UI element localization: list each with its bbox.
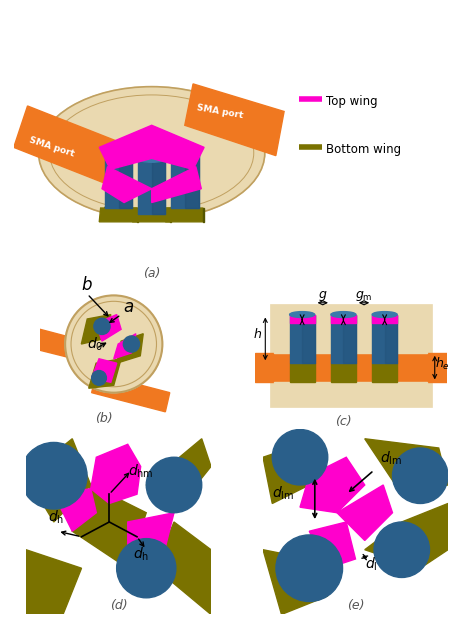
Text: (e): (e) <box>347 599 364 612</box>
Polygon shape <box>343 315 356 363</box>
Circle shape <box>276 535 343 601</box>
Polygon shape <box>99 208 138 222</box>
Polygon shape <box>263 550 328 614</box>
Polygon shape <box>290 315 315 324</box>
Text: $d_{\mathrm{lm}}$: $d_{\mathrm{lm}}$ <box>380 450 402 467</box>
Ellipse shape <box>171 149 199 157</box>
Polygon shape <box>155 522 211 614</box>
Ellipse shape <box>38 87 265 219</box>
Polygon shape <box>185 84 284 155</box>
Text: $g_{\mathrm{m}}$: $g_{\mathrm{m}}$ <box>355 289 373 303</box>
Ellipse shape <box>171 204 199 212</box>
Text: $a$: $a$ <box>123 298 134 315</box>
Ellipse shape <box>105 204 132 212</box>
Ellipse shape <box>290 312 315 317</box>
Polygon shape <box>171 153 199 208</box>
Polygon shape <box>185 153 199 208</box>
Polygon shape <box>165 208 204 222</box>
Polygon shape <box>14 106 118 183</box>
Polygon shape <box>203 208 204 222</box>
Polygon shape <box>372 315 397 324</box>
Polygon shape <box>105 153 132 208</box>
Ellipse shape <box>331 312 356 317</box>
Text: SMA port: SMA port <box>27 136 75 159</box>
Text: Bottom wing: Bottom wing <box>326 143 401 156</box>
Polygon shape <box>302 315 315 363</box>
Polygon shape <box>152 159 165 214</box>
Text: (a): (a) <box>143 267 160 280</box>
Text: $h$: $h$ <box>254 327 263 341</box>
Polygon shape <box>114 334 136 359</box>
Polygon shape <box>270 304 432 408</box>
Polygon shape <box>33 329 96 363</box>
Circle shape <box>91 371 106 385</box>
Polygon shape <box>365 439 448 494</box>
Polygon shape <box>372 315 397 363</box>
Polygon shape <box>290 315 315 363</box>
Polygon shape <box>331 315 356 324</box>
Polygon shape <box>337 485 392 540</box>
Polygon shape <box>290 363 315 382</box>
Polygon shape <box>331 315 356 363</box>
Polygon shape <box>26 550 82 614</box>
Circle shape <box>94 319 110 334</box>
Polygon shape <box>91 374 170 412</box>
Polygon shape <box>96 315 121 341</box>
Text: $h_e$: $h_e$ <box>435 356 449 372</box>
Text: $d_0$: $d_0$ <box>87 335 103 353</box>
Text: $g$: $g$ <box>318 289 328 303</box>
Circle shape <box>392 448 448 503</box>
Text: Top wing: Top wing <box>326 95 378 108</box>
Circle shape <box>65 295 163 393</box>
Polygon shape <box>102 167 152 203</box>
Text: (d): (d) <box>109 599 128 612</box>
Polygon shape <box>91 359 117 382</box>
Polygon shape <box>137 208 138 222</box>
Polygon shape <box>331 363 356 382</box>
Polygon shape <box>54 488 96 531</box>
Ellipse shape <box>138 154 165 162</box>
Polygon shape <box>384 315 397 363</box>
Text: SMA port: SMA port <box>196 103 244 120</box>
Polygon shape <box>132 208 171 222</box>
Polygon shape <box>255 353 447 382</box>
Text: (c): (c) <box>335 415 352 428</box>
Polygon shape <box>365 503 448 568</box>
Text: $b$: $b$ <box>82 275 93 293</box>
Circle shape <box>146 457 202 513</box>
Circle shape <box>272 429 328 485</box>
Circle shape <box>374 522 429 577</box>
Text: $d_{\mathrm{l}}$: $d_{\mathrm{l}}$ <box>365 556 377 572</box>
Polygon shape <box>274 382 428 403</box>
Polygon shape <box>91 445 141 503</box>
Polygon shape <box>263 439 328 503</box>
Circle shape <box>117 539 176 598</box>
Polygon shape <box>82 315 111 344</box>
Polygon shape <box>170 208 171 222</box>
Ellipse shape <box>372 312 397 317</box>
Polygon shape <box>152 167 201 203</box>
Polygon shape <box>128 513 174 559</box>
Polygon shape <box>309 522 356 568</box>
Text: $d_{\mathrm{lm}}$: $d_{\mathrm{lm}}$ <box>272 485 294 502</box>
Polygon shape <box>89 359 121 388</box>
Circle shape <box>20 443 87 509</box>
Polygon shape <box>99 125 204 169</box>
Polygon shape <box>117 334 143 363</box>
Ellipse shape <box>138 209 165 218</box>
Polygon shape <box>300 457 365 513</box>
Text: $d_{\mathrm{h}}$: $d_{\mathrm{h}}$ <box>48 509 64 527</box>
Polygon shape <box>274 308 428 353</box>
Ellipse shape <box>105 149 132 157</box>
Polygon shape <box>372 363 397 382</box>
Polygon shape <box>72 485 146 568</box>
Polygon shape <box>138 159 165 214</box>
Text: $d_{\mathrm{hm}}$: $d_{\mathrm{hm}}$ <box>128 463 154 480</box>
Text: $d_{\mathrm{h}}$: $d_{\mathrm{h}}$ <box>133 546 149 564</box>
Polygon shape <box>26 439 91 522</box>
Circle shape <box>123 336 139 352</box>
Polygon shape <box>146 439 211 513</box>
Polygon shape <box>118 153 132 208</box>
Text: (b): (b) <box>95 412 112 425</box>
